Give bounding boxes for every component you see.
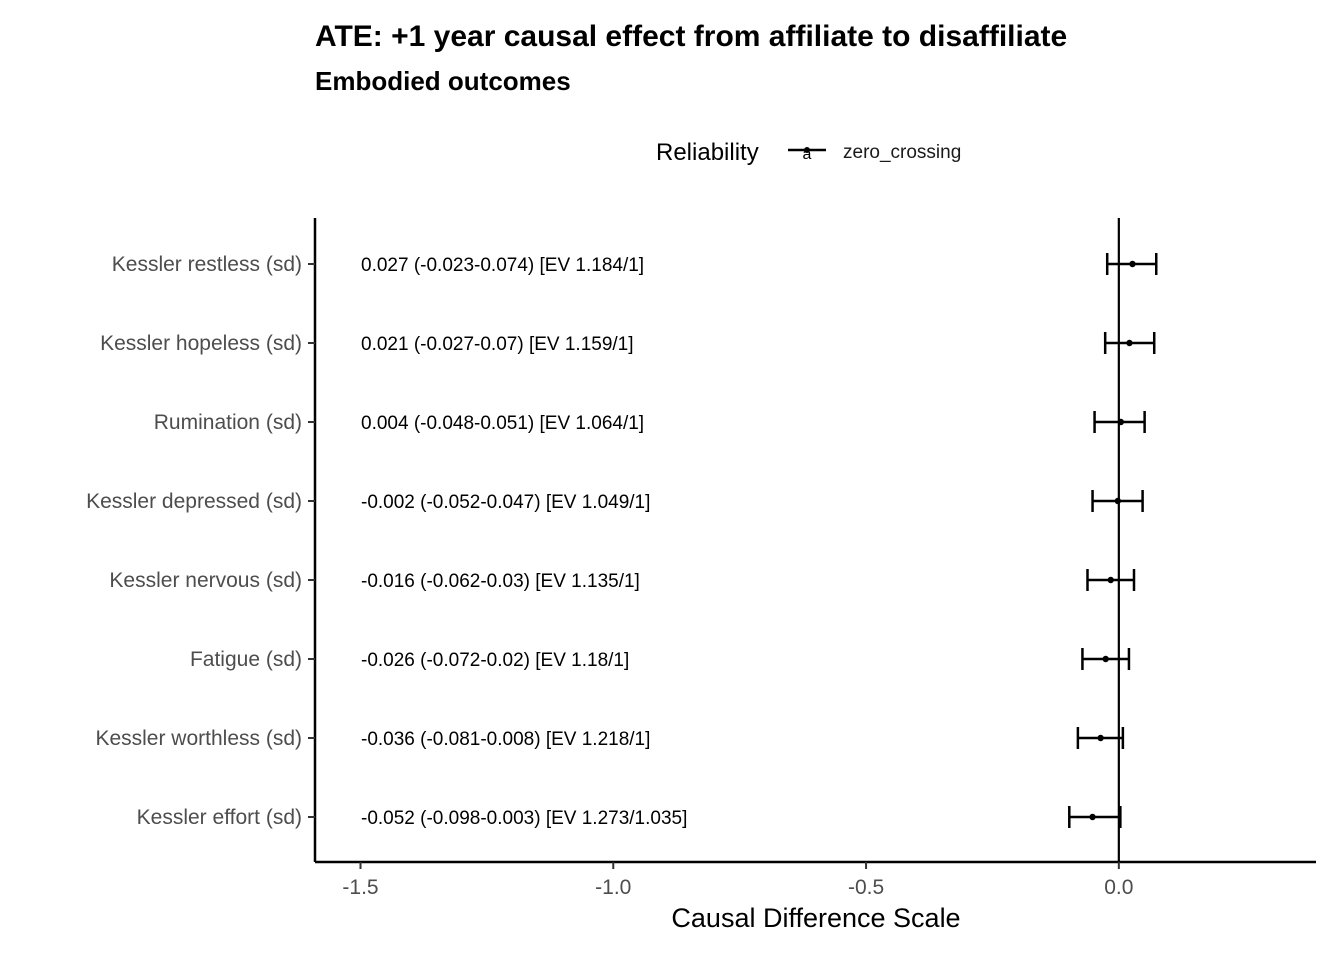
forest-row: Kessler hopeless (sd) 0.021 (-0.027-0.07)… <box>100 332 1156 355</box>
forest-row: Kessler restless (sd) 0.027 (-0.023-0.074… <box>112 253 1158 276</box>
x-tick-label: -1.5 <box>342 876 378 899</box>
x-axis-label: Causal Difference Scale <box>671 903 960 933</box>
legend-title: Reliability <box>656 139 759 166</box>
point-estimate <box>1117 418 1125 426</box>
row-annotation: 0.004 (-0.048-0.051) [EV 1.064/1] <box>361 413 644 434</box>
row-annotation: 0.021 (-0.027-0.07) [EV 1.159/1] <box>361 334 634 355</box>
forest-row: Fatigue (sd) -0.026 (-0.072-0.02) [EV 1.1… <box>190 648 1131 671</box>
row-label: Rumination (sd) <box>154 411 302 434</box>
data-rows: Kessler restless (sd) 0.027 (-0.023-0.074… <box>86 253 1158 829</box>
row-label: Kessler nervous (sd) <box>109 569 302 592</box>
point-estimate <box>1097 734 1104 742</box>
point-estimate <box>1107 576 1114 584</box>
row-label: Kessler worthless (sd) <box>95 727 302 750</box>
point-estimate <box>1102 655 1109 663</box>
x-tick-label: 0.0 <box>1104 876 1133 899</box>
legend-key-point <box>804 147 810 153</box>
forest-row: Kessler depressed (sd) -0.002 (-0.052-0.0… <box>86 490 1144 513</box>
point-estimate <box>1089 813 1096 821</box>
forest-row: Rumination (sd) 0.004 (-0.048-0.051) [EV … <box>154 411 1146 434</box>
point-estimate <box>1129 260 1136 268</box>
axes: -1.5 -1.0 -0.5 0.0 <box>313 218 1316 899</box>
row-label: Kessler restless (sd) <box>112 253 302 276</box>
legend-entry-zero-crossing: zero_crossing <box>843 142 961 163</box>
forest-row: Kessler worthless (sd) -0.036 (-0.081-0.0… <box>95 727 1125 750</box>
chart-subtitle: Embodied outcomes <box>315 66 571 96</box>
row-annotation: -0.036 (-0.081-0.008) [EV 1.218/1] <box>361 729 650 750</box>
legend-key-glyph: a <box>803 146 812 163</box>
x-tick-label: -0.5 <box>848 876 884 899</box>
row-label: Kessler depressed (sd) <box>86 490 302 513</box>
row-annotation: 0.027 (-0.023-0.074) [EV 1.184/1] <box>361 255 644 276</box>
point-estimate <box>1114 497 1122 505</box>
row-label: Kessler effort (sd) <box>137 806 302 829</box>
row-annotation: -0.016 (-0.062-0.03) [EV 1.135/1] <box>361 571 640 592</box>
forest-row: Kessler nervous (sd) -0.016 (-0.062-0.03)… <box>109 569 1136 592</box>
row-label: Kessler hopeless (sd) <box>100 332 302 355</box>
legend: Reliability a zero_crossing <box>656 139 961 166</box>
chart-title: ATE: +1 year causal effect from affiliat… <box>315 20 1068 53</box>
x-tick-label: -1.0 <box>595 876 631 899</box>
row-label: Fatigue (sd) <box>190 648 302 671</box>
forest-row: Kessler effort (sd) -0.052 (-0.098-0.003)… <box>137 806 1122 829</box>
row-annotation: -0.052 (-0.098-0.003) [EV 1.273/1.035] <box>361 808 687 829</box>
row-annotation: -0.002 (-0.052-0.047) [EV 1.049/1] <box>361 492 650 513</box>
row-annotation: -0.026 (-0.072-0.02) [EV 1.18/1] <box>361 650 629 671</box>
point-estimate <box>1126 339 1133 347</box>
